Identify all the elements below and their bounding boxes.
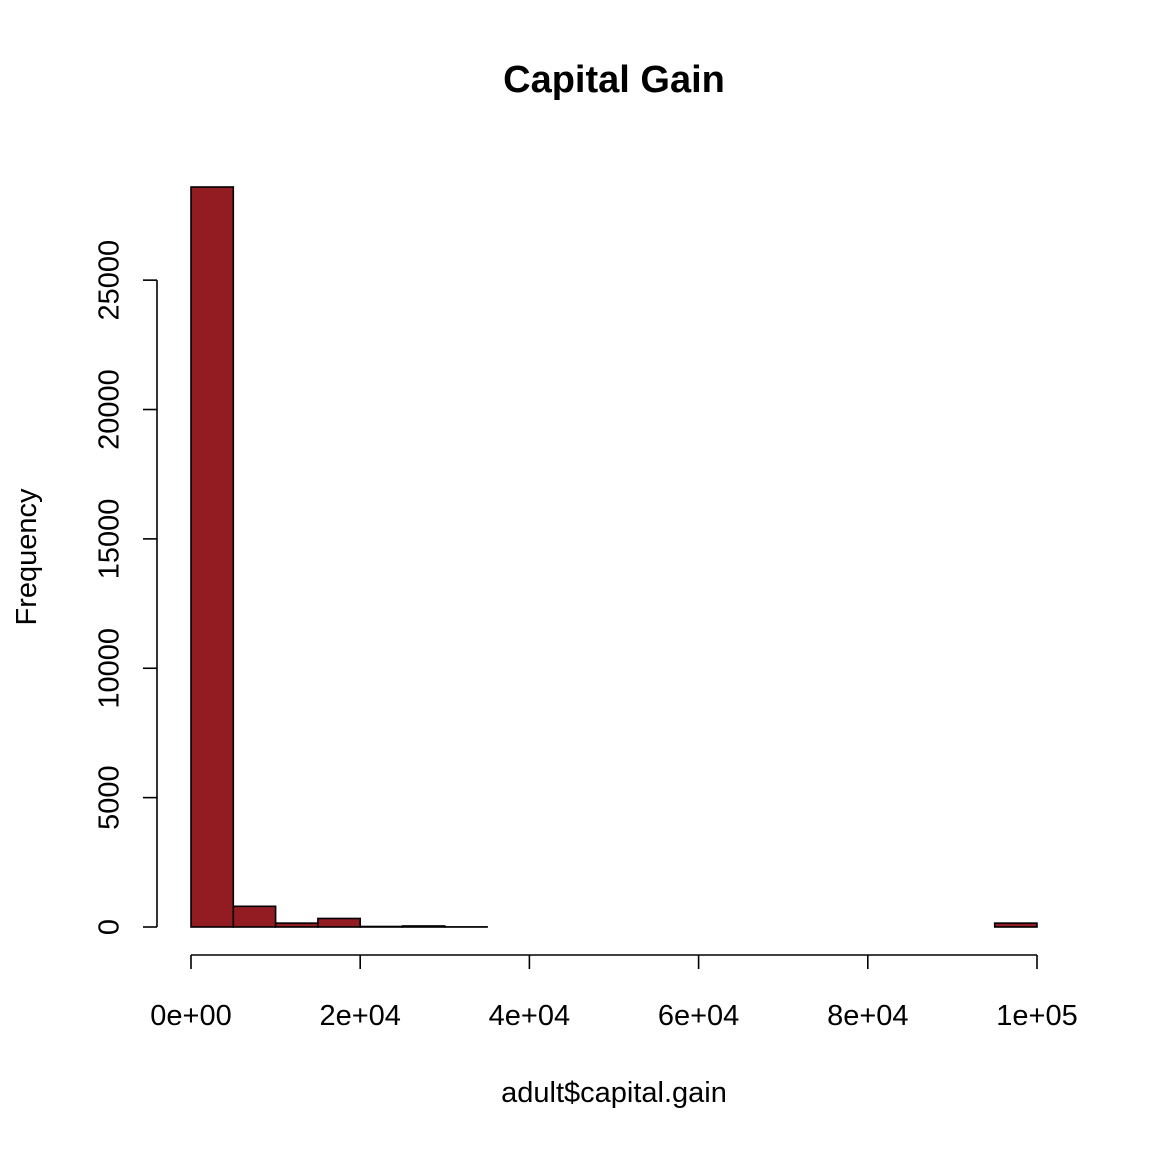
x-tick-label: 8e+04: [827, 1000, 908, 1032]
histogram-bar: [993, 922, 1038, 928]
x-tick-label: 4e+04: [489, 1000, 570, 1032]
y-tick-label: 25000: [94, 240, 126, 321]
x-axis: 0e+00 2e+04 4e+04 6e+04 8e+04 1e+05: [150, 954, 1078, 1032]
x-axis-label: adult$capital.gain: [501, 1077, 727, 1109]
chart-title: Capital Gain: [503, 59, 725, 101]
histogram-bar: [401, 925, 446, 928]
x-tick-label: 0e+00: [150, 1000, 231, 1032]
histogram-bar: [190, 186, 235, 928]
y-tick-label: 15000: [94, 499, 126, 580]
y-axis: 0 5000 10000 15000 20000 25000: [94, 240, 158, 935]
y-tick-label: 10000: [94, 628, 126, 709]
y-tick-label: 5000: [94, 765, 126, 830]
x-tick-label: 1e+05: [996, 1000, 1077, 1032]
y-tick-label: 0: [94, 919, 126, 935]
bars-group: [190, 186, 1038, 928]
y-tick-label: 20000: [94, 369, 126, 450]
histogram-bar: [317, 917, 361, 928]
y-axis-label: Frequency: [11, 488, 43, 626]
histogram-bar: [232, 905, 277, 928]
histogram-bar: [359, 925, 404, 928]
histogram-bar: [274, 922, 319, 928]
x-tick-label: 2e+04: [319, 1000, 400, 1032]
x-tick-label: 6e+04: [658, 1000, 739, 1032]
